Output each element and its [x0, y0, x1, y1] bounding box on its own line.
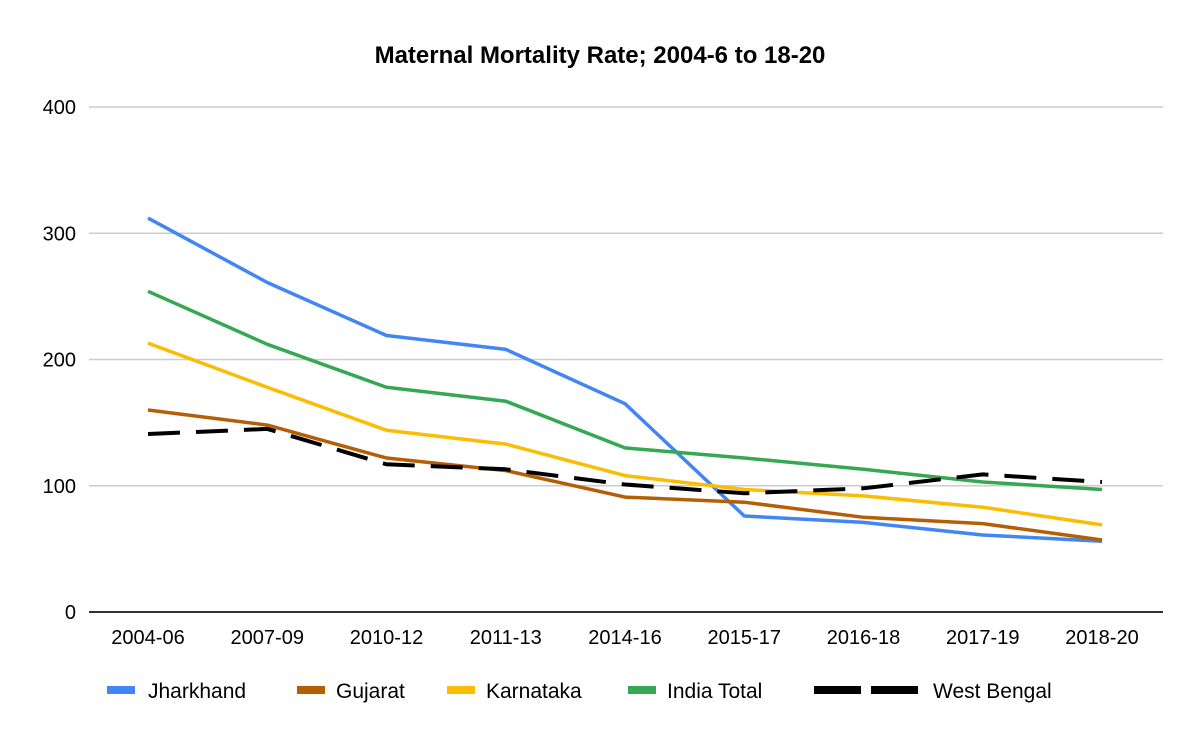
- legend-label: Jharkhand: [148, 680, 246, 703]
- series-line-india-total: [147, 289, 1103, 492]
- legend-item-karnataka[interactable]: Karnataka: [447, 680, 582, 703]
- x-tick-label: 2007-09: [231, 627, 304, 649]
- legend-label: West Bengal: [933, 680, 1052, 703]
- legend-item-gujarat[interactable]: Gujarat: [297, 680, 405, 703]
- x-tick-label: 2004-06: [111, 627, 184, 649]
- legend-item-west-bengal[interactable]: West Bengal: [814, 680, 1052, 703]
- series-line-gujarat: [147, 408, 1103, 542]
- y-tick-label: 0: [65, 602, 76, 624]
- legend-label: Gujarat: [336, 680, 405, 703]
- legend-swatch-dash: [871, 686, 918, 694]
- legend-swatch: [628, 686, 656, 694]
- legend-swatch-dash: [814, 686, 861, 694]
- y-tick-label: 100: [43, 476, 76, 498]
- legend-label: India Total: [667, 680, 762, 703]
- legend-swatch: [297, 686, 325, 694]
- legend-item-jharkhand[interactable]: Jharkhand: [107, 680, 246, 703]
- legend-label: Karnataka: [486, 680, 582, 703]
- x-axis-ticks: 2004-06 2007-09 2010-12 2011-13 2014-16 2015-…: [111, 627, 1138, 649]
- legend: Jharkhand Gujarat Karnataka India Total West…: [107, 680, 1052, 703]
- series-line-karnataka: [147, 341, 1103, 527]
- legend-item-india-total[interactable]: India Total: [628, 680, 762, 703]
- x-tick-label: 2018-20: [1065, 627, 1138, 649]
- x-tick-label: 2010-12: [350, 627, 423, 649]
- legend-swatch: [447, 686, 475, 694]
- y-tick-label: 300: [43, 223, 76, 245]
- x-tick-label: 2016-18: [827, 627, 900, 649]
- y-tick-label: 200: [43, 350, 76, 372]
- x-tick-label: 2011-13: [470, 627, 542, 649]
- chart-title: Maternal Mortality Rate; 2004-6 to 18-20: [375, 42, 826, 69]
- series-line-west-bengal: [147, 426, 1103, 496]
- x-tick-label: 2014-16: [588, 627, 661, 649]
- x-tick-label: 2017-19: [946, 627, 1019, 649]
- y-tick-label: 400: [43, 97, 76, 119]
- legend-swatch: [107, 686, 135, 694]
- x-tick-label: 2015-17: [708, 627, 781, 649]
- series-lines: [147, 216, 1103, 544]
- y-axis-ticks: 0 100 200 300 400: [43, 97, 76, 624]
- series-line-jharkhand: [147, 216, 1103, 544]
